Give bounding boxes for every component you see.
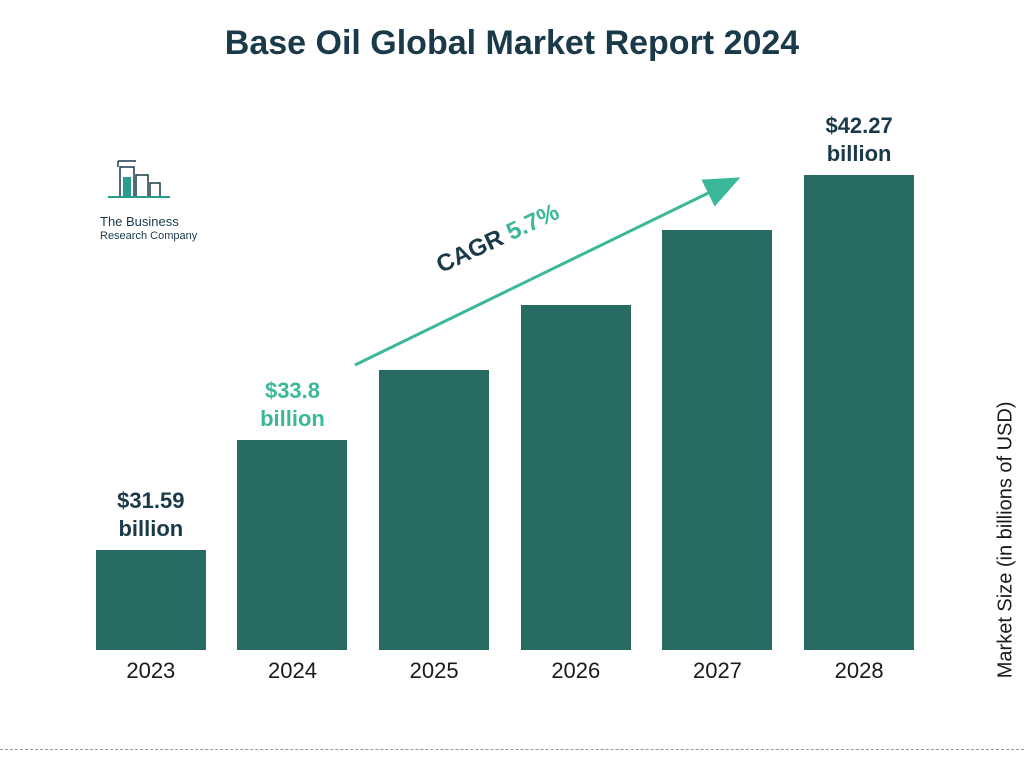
- bar-group: $42.27billion2028: [799, 175, 919, 650]
- x-axis-label: 2028: [835, 658, 884, 684]
- x-axis-label: 2024: [268, 658, 317, 684]
- bar-value-label: $31.59billion: [86, 487, 216, 542]
- bar-group: 2026: [516, 305, 636, 650]
- bar-chart: $31.59billion2023$33.8billion20242025202…: [70, 130, 940, 690]
- bar: [379, 370, 489, 650]
- bar: [662, 230, 772, 650]
- bar: [521, 305, 631, 650]
- bar-group: $31.59billion2023: [91, 550, 211, 650]
- bar: [804, 175, 914, 650]
- bar: [96, 550, 206, 650]
- x-axis-label: 2023: [126, 658, 175, 684]
- x-axis-label: 2026: [551, 658, 600, 684]
- bar: [237, 440, 347, 650]
- y-axis-label: Market Size (in billions of USD): [995, 402, 1018, 679]
- bar-value-label: $33.8billion: [227, 377, 357, 432]
- x-axis-label: 2025: [410, 658, 459, 684]
- bar-group: $33.8billion2024: [232, 440, 352, 650]
- bar-value-label: $42.27billion: [794, 112, 924, 167]
- chart-title: Base Oil Global Market Report 2024: [0, 24, 1024, 63]
- footer-divider: [0, 749, 1024, 750]
- x-axis-label: 2027: [693, 658, 742, 684]
- bar-group: 2027: [657, 230, 777, 650]
- bar-group: 2025: [374, 370, 494, 650]
- bars-container: $31.59billion2023$33.8billion20242025202…: [70, 130, 940, 650]
